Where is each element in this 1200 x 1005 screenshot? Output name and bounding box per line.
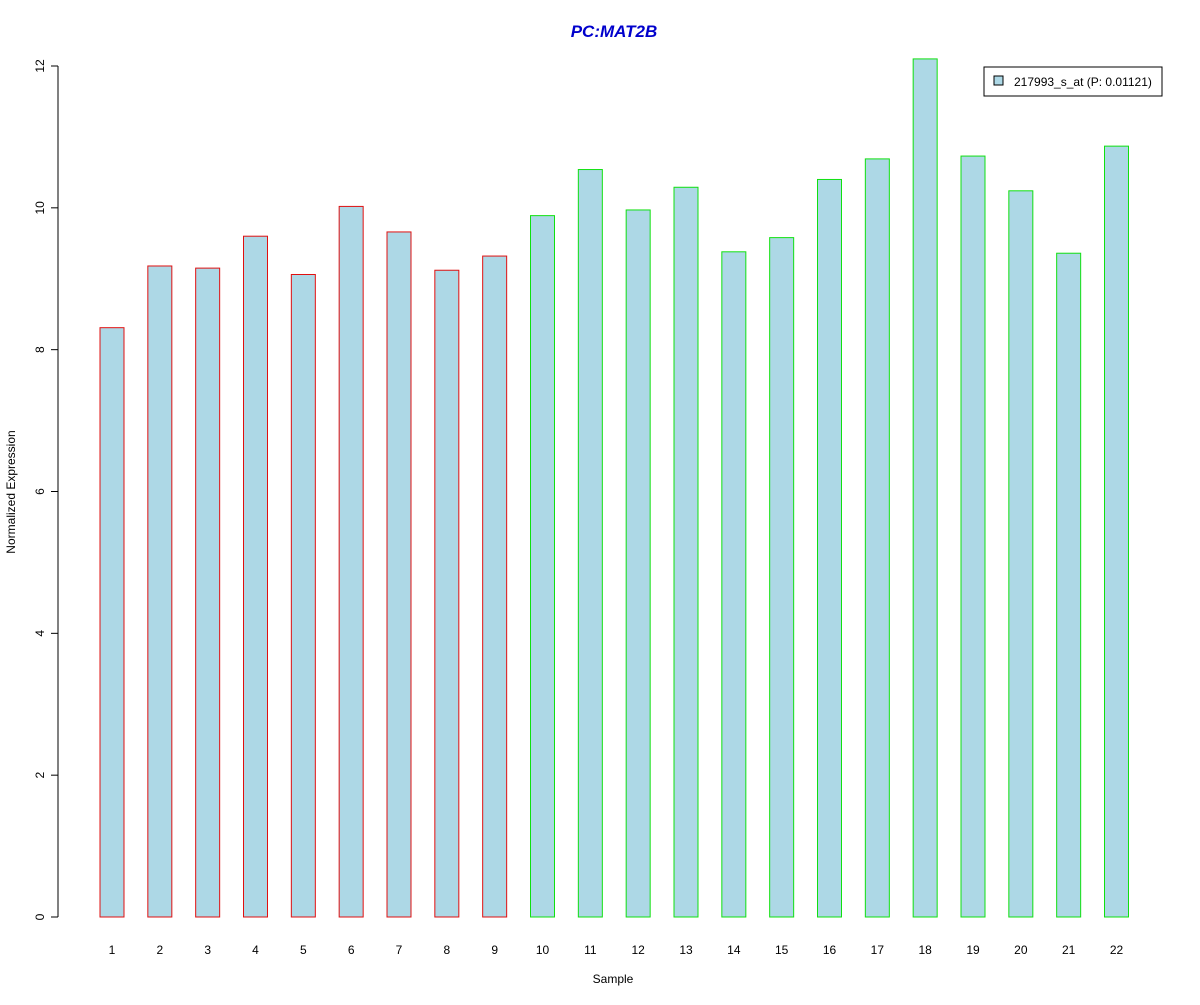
- x-tick-label: 18: [918, 943, 932, 957]
- x-axis-label: Sample: [593, 972, 634, 986]
- x-tick-label: 9: [491, 943, 498, 957]
- bar: [721, 251, 747, 918]
- x-tick-label: 14: [727, 943, 741, 957]
- x-tick-label: 17: [871, 943, 885, 957]
- bar: [530, 215, 555, 918]
- bar: [577, 169, 603, 918]
- bar: [195, 267, 221, 918]
- bar: [338, 205, 364, 918]
- y-tick-label: 2: [33, 772, 47, 779]
- bar: [625, 209, 651, 918]
- x-tick-label: 2: [156, 943, 163, 957]
- legend-box: [983, 66, 1163, 97]
- bar: [290, 273, 316, 918]
- legend: 217993_s_at (P: 0.01121): [983, 66, 1163, 97]
- bar: [482, 255, 508, 918]
- y-tick-label: 6: [33, 488, 47, 495]
- bar: [434, 269, 460, 918]
- chart-title: PC:MAT2B: [571, 22, 658, 41]
- x-tick-label: 3: [204, 943, 211, 957]
- x-tick-label: 5: [300, 943, 307, 957]
- y-tick-label: 8: [33, 346, 47, 353]
- x-tick-label: 10: [536, 943, 550, 957]
- bar: [147, 265, 173, 918]
- y-axis-label: Normalized Expression: [4, 430, 18, 553]
- x-axis-tick-labels: 1 2 3 4 5 6 7 8 9 10 11 12 13 14 15 16 17 18 19 20 21 22: [109, 943, 1124, 957]
- bar: [243, 235, 268, 918]
- bar: [1008, 190, 1034, 918]
- legend-entry-label: 217993_s_at (P: 0.01121): [1014, 75, 1152, 89]
- bar: [912, 58, 938, 918]
- x-tick-label: 15: [775, 943, 789, 957]
- bar: [673, 186, 699, 918]
- x-tick-label: 16: [823, 943, 837, 957]
- x-tick-label: 4: [252, 943, 259, 957]
- x-tick-label: 12: [631, 943, 645, 957]
- bar-series: [99, 58, 1129, 918]
- x-tick-label: 11: [584, 943, 597, 957]
- x-tick-label: 21: [1062, 943, 1076, 957]
- x-tick-label: 22: [1110, 943, 1124, 957]
- y-tick-label: 10: [33, 201, 47, 215]
- x-tick-label: 20: [1014, 943, 1028, 957]
- bar: [960, 155, 986, 918]
- y-tick-label: 12: [33, 59, 47, 73]
- x-tick-label: 7: [396, 943, 403, 957]
- bar: [817, 178, 842, 918]
- x-tick-label: 13: [679, 943, 693, 957]
- bar: [99, 327, 125, 918]
- y-axis: 0 2 4 6 8 10 12: [33, 59, 59, 920]
- bar: [864, 158, 890, 918]
- x-tick-label: 6: [348, 943, 355, 957]
- bar: [1104, 145, 1129, 918]
- y-tick-label: 4: [33, 630, 47, 637]
- x-tick-label: 8: [443, 943, 450, 957]
- bar: [386, 231, 412, 918]
- bar: [769, 237, 795, 918]
- x-tick-label: 1: [109, 943, 116, 957]
- legend-swatch: [993, 75, 1004, 86]
- y-tick-label: 0: [33, 913, 47, 920]
- x-tick-label: 19: [966, 943, 980, 957]
- bar: [1056, 252, 1082, 918]
